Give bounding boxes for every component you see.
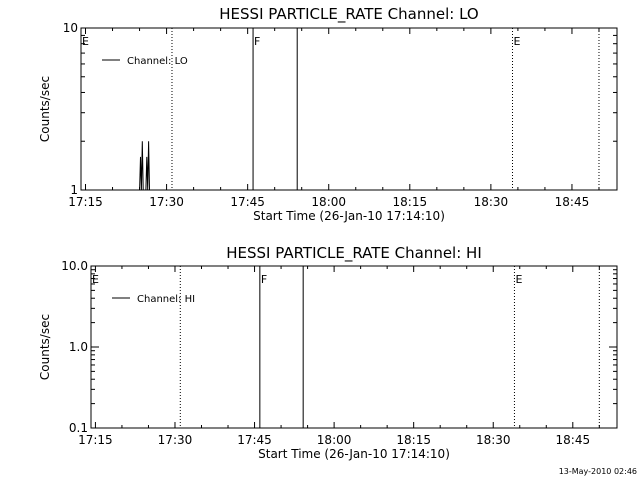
x-tick-label: 17:45 [230, 195, 265, 209]
x-tick-label: 18:45 [556, 433, 591, 447]
footer-timestamp: 13-May-2010 02:46 [559, 467, 637, 476]
y-tick-label: 1 [70, 183, 78, 197]
panel-hi: HESSI PARTICLE_RATE Channel: HI 17:15 17:3… [38, 244, 618, 461]
x-tick-label: 17:30 [158, 433, 193, 447]
panel-lo: HESSI PARTICLE_RATE Channel: LO 17:15 17:3… [38, 5, 618, 223]
legend-label: Channel: HI [137, 294, 195, 305]
event-marker-label: E [515, 273, 522, 286]
chart-title: HESSI PARTICLE_RATE Channel: LO [219, 5, 478, 24]
y-tick-label: 0.1 [69, 421, 88, 435]
y-tick-label: 10 [63, 21, 78, 35]
x-tick-label: 18:15 [393, 195, 428, 209]
event-marker-label: E [82, 35, 89, 48]
event-marker-label: E [514, 35, 521, 48]
y-axis-label: Counts/sec [38, 314, 52, 380]
x-tick-label: 18:45 [555, 195, 590, 209]
x-tick-label: 18:00 [317, 433, 352, 447]
y-tick-label: 10.0 [61, 259, 88, 273]
y-axis-label: Counts/sec [38, 76, 52, 142]
y-tick-label: 1.0 [69, 340, 88, 354]
plot-frame [90, 265, 618, 429]
x-axis-label: Start Time (26-Jan-10 17:14:10) [258, 447, 450, 461]
x-tick-label: 17:30 [149, 195, 184, 209]
event-marker-label: F [254, 35, 260, 48]
x-tick-label: 17:45 [237, 433, 272, 447]
event-marker-label: E [92, 273, 99, 286]
x-tick-label: 18:30 [476, 433, 511, 447]
plot-frame [80, 27, 618, 191]
x-tick-label: 18:00 [311, 195, 346, 209]
x-axis-label: Start Time (26-Jan-10 17:14:10) [253, 209, 445, 223]
legend-label: Channel: LO [127, 56, 188, 67]
x-tick-label: 17:15 [78, 433, 113, 447]
series-line [139, 141, 150, 191]
x-tick-label: 18:15 [396, 433, 431, 447]
x-tick-label: 18:30 [474, 195, 509, 209]
event-marker-label: F [261, 273, 267, 286]
x-tick-label: 17:15 [68, 195, 103, 209]
chart-title: HESSI PARTICLE_RATE Channel: HI [226, 244, 482, 263]
